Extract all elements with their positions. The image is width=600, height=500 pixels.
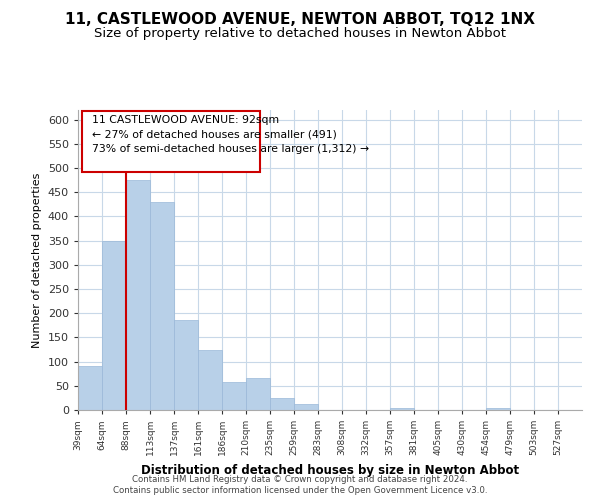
Y-axis label: Number of detached properties: Number of detached properties <box>32 172 42 348</box>
Bar <box>174 320 198 410</box>
Bar <box>390 408 414 410</box>
Text: 11, CASTLEWOOD AVENUE, NEWTON ABBOT, TQ12 1NX: 11, CASTLEWOOD AVENUE, NEWTON ABBOT, TQ1… <box>65 12 535 28</box>
FancyBboxPatch shape <box>82 111 260 172</box>
Text: Size of property relative to detached houses in Newton Abbot: Size of property relative to detached ho… <box>94 28 506 40</box>
Text: Contains public sector information licensed under the Open Government Licence v3: Contains public sector information licen… <box>113 486 487 495</box>
Bar <box>198 350 222 410</box>
Bar <box>222 382 246 410</box>
Bar <box>246 378 270 410</box>
Text: 11 CASTLEWOOD AVENUE: 92sqm
← 27% of detached houses are smaller (491)
73% of se: 11 CASTLEWOOD AVENUE: 92sqm ← 27% of det… <box>92 115 369 154</box>
Bar <box>270 398 294 410</box>
Bar <box>126 180 150 410</box>
Bar <box>486 408 510 410</box>
Bar <box>78 366 102 410</box>
X-axis label: Distribution of detached houses by size in Newton Abbot: Distribution of detached houses by size … <box>141 464 519 476</box>
Text: Contains HM Land Registry data © Crown copyright and database right 2024.: Contains HM Land Registry data © Crown c… <box>132 475 468 484</box>
Bar <box>102 240 126 410</box>
Bar <box>294 404 318 410</box>
Bar <box>150 202 174 410</box>
